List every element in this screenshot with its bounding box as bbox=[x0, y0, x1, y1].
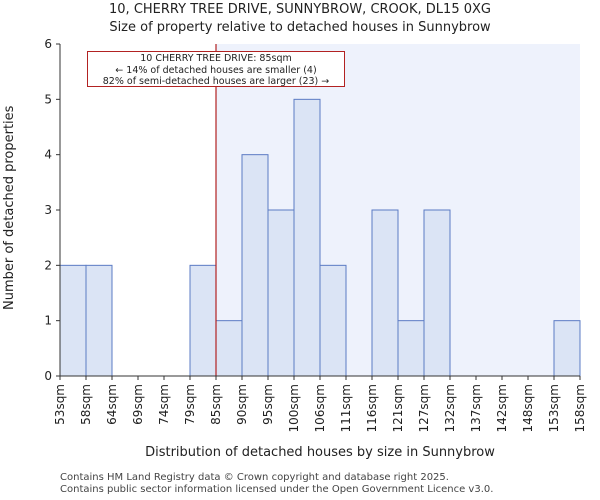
x-tick-label: 142sqm bbox=[495, 384, 509, 432]
histogram-bar bbox=[215, 320, 243, 377]
x-axis-label: Distribution of detached houses by size … bbox=[145, 445, 495, 460]
chart-title: 10, CHERRY TREE DRIVE, SUNNYBROW, CROOK,… bbox=[109, 2, 491, 17]
histogram-bar bbox=[59, 264, 87, 377]
y-tick-label: 2 bbox=[44, 258, 52, 272]
x-tick-label: 79sqm bbox=[183, 384, 197, 425]
x-tick-label: 64sqm bbox=[105, 384, 119, 425]
x-tick-label: 153sqm bbox=[547, 384, 561, 432]
x-tick-label: 116sqm bbox=[365, 384, 379, 432]
x-tick-label: 158sqm bbox=[573, 384, 587, 432]
histogram-bar bbox=[293, 98, 321, 377]
histogram-bar bbox=[267, 209, 295, 377]
annotation-line-2: ← 14% of detached houses are smaller (4) bbox=[115, 64, 317, 76]
y-tick-label: 5 bbox=[44, 92, 52, 106]
x-tick-label: 137sqm bbox=[469, 384, 483, 432]
x-tick-label: 148sqm bbox=[521, 384, 535, 432]
annotation-line-1: 10 CHERRY TREE DRIVE: 85sqm bbox=[140, 53, 292, 64]
y-tick-label: 0 bbox=[44, 369, 52, 383]
chart-subtitle: Size of property relative to detached ho… bbox=[109, 20, 491, 35]
y-tick-label: 4 bbox=[44, 148, 52, 162]
x-tick-label: 95sqm bbox=[261, 384, 275, 425]
x-tick-label: 53sqm bbox=[53, 384, 67, 425]
footer-licence: Contains public sector information licen… bbox=[60, 484, 494, 495]
x-tick-label: 69sqm bbox=[131, 384, 145, 425]
x-tick-label: 106sqm bbox=[313, 384, 327, 432]
histogram-bar bbox=[553, 320, 581, 377]
x-tick-label: 74sqm bbox=[157, 384, 171, 425]
y-tick-label: 3 bbox=[44, 203, 52, 217]
histogram-bar bbox=[241, 154, 269, 377]
histogram-bar bbox=[371, 209, 399, 377]
y-tick-label: 6 bbox=[44, 37, 52, 51]
x-tick-label: 90sqm bbox=[235, 384, 249, 425]
histogram-bar bbox=[397, 320, 425, 377]
histogram-bar bbox=[85, 264, 113, 377]
x-tick-label: 58sqm bbox=[79, 384, 93, 425]
histogram-bar bbox=[319, 264, 347, 377]
annotation-line-3: 82% of semi-detached houses are larger (… bbox=[102, 76, 330, 87]
y-tick-label: 1 bbox=[44, 314, 52, 328]
y-axis-label: Number of detached properties bbox=[2, 105, 17, 310]
histogram-bar bbox=[189, 264, 217, 377]
x-tick-label: 127sqm bbox=[417, 384, 431, 432]
histogram-bar bbox=[423, 209, 451, 377]
x-tick-label: 132sqm bbox=[443, 384, 457, 432]
x-tick-label: 100sqm bbox=[287, 384, 301, 432]
x-tick-label: 85sqm bbox=[209, 384, 223, 425]
footer-copyright: Contains HM Land Registry data © Crown c… bbox=[60, 472, 449, 483]
x-tick-label: 121sqm bbox=[391, 384, 405, 432]
property-annotation-box: 10 CHERRY TREE DRIVE: 85sqm ← 14% of det… bbox=[87, 51, 345, 87]
x-tick-label: 111sqm bbox=[339, 384, 353, 432]
